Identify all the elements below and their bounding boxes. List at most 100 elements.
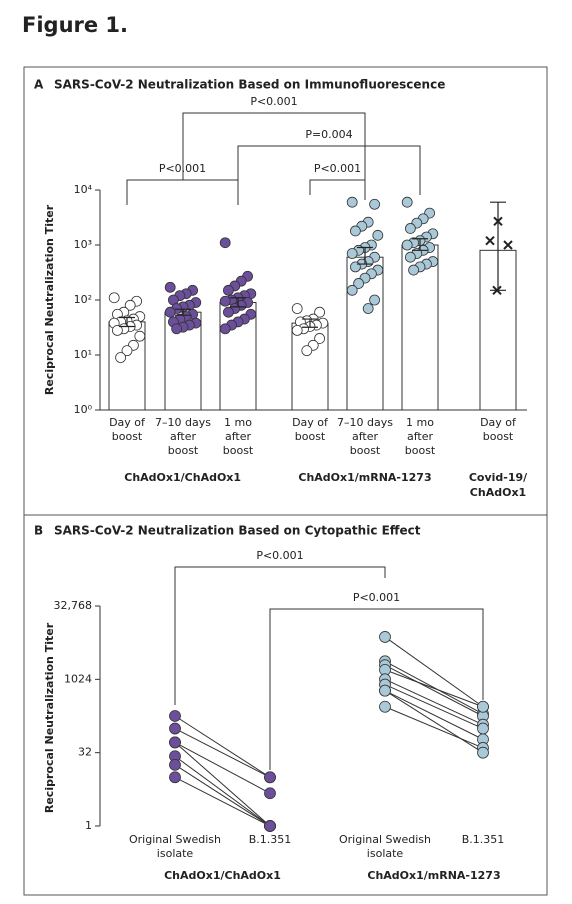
p-value: P<0.001	[256, 549, 303, 562]
x-tick-label: Day of	[109, 416, 146, 429]
point	[404, 251, 416, 263]
point	[404, 223, 416, 234]
p-value: P<0.001	[250, 95, 297, 108]
point	[485, 235, 495, 246]
point	[369, 198, 381, 210]
pair-line	[384, 664, 484, 717]
x-tick-label: Day of	[292, 416, 329, 429]
y-tick-label: 10²	[74, 293, 92, 306]
point	[169, 771, 181, 784]
point	[401, 239, 413, 251]
error-bar	[175, 308, 191, 316]
pair-line	[384, 678, 484, 726]
pair-line	[384, 706, 484, 749]
point	[115, 352, 126, 363]
point	[477, 700, 489, 713]
pair-line	[384, 690, 484, 754]
point	[219, 295, 231, 307]
error-bar	[412, 238, 428, 251]
point	[346, 248, 358, 259]
x-tick-label: 7–10 days	[337, 416, 393, 429]
x-tick-label: after	[170, 430, 197, 443]
panel-a-frame	[23, 66, 548, 516]
x-tick-label: after	[352, 430, 379, 443]
p-value: P<0.001	[314, 162, 361, 175]
group-label: ChAdOx1	[470, 486, 526, 499]
bar	[108, 321, 146, 411]
bracket	[269, 608, 484, 770]
point	[401, 196, 413, 208]
x-tick-label: boost	[350, 444, 381, 457]
point	[169, 736, 181, 749]
pair-line	[384, 669, 484, 708]
y-tick-label: 10³	[74, 238, 92, 251]
x-tick-label: B.1.351	[249, 833, 292, 846]
point	[369, 294, 381, 306]
point	[164, 281, 176, 293]
group-label: ChAdOx1/ChAdOx1	[124, 471, 241, 484]
x-tick-label: boost	[168, 444, 199, 457]
point	[362, 303, 374, 314]
point	[346, 196, 358, 208]
y-tick-label: 10⁰	[74, 403, 93, 416]
point	[408, 264, 420, 276]
point	[379, 631, 391, 643]
point	[169, 758, 181, 771]
point	[169, 710, 181, 722]
figure-title: Figure 1.	[22, 13, 128, 37]
point	[134, 330, 146, 342]
p-value: P=0.004	[305, 128, 352, 141]
point	[349, 225, 361, 237]
point	[219, 237, 231, 249]
bracket	[126, 179, 239, 205]
point	[291, 325, 303, 336]
point	[372, 229, 384, 241]
point	[222, 284, 234, 296]
x-tick-label: boost	[112, 430, 143, 443]
x-tick-label: isolate	[367, 847, 404, 860]
bar	[401, 244, 439, 411]
pair-line	[384, 690, 484, 740]
panel-title: SARS-CoV-2 Neutralization Based on Immun…	[54, 78, 445, 92]
point	[379, 684, 391, 697]
bracket	[174, 566, 386, 705]
point	[349, 261, 361, 273]
pair-line	[174, 776, 271, 827]
point	[291, 303, 303, 314]
pair-line	[384, 636, 484, 708]
group-label: ChAdOx1/ChAdOx1	[164, 869, 281, 882]
point	[477, 746, 489, 759]
point	[314, 333, 326, 344]
x-tick-label: B.1.351	[462, 833, 505, 846]
point	[264, 771, 276, 784]
point	[301, 345, 313, 357]
x-tick-label: boost	[223, 444, 254, 457]
point	[353, 278, 365, 289]
pair-line	[384, 684, 484, 730]
x-tick-label: Original Swedish	[129, 833, 221, 846]
error-bar	[490, 201, 506, 291]
x-tick-label: 1 mo	[406, 416, 434, 429]
y-axis-label: Reciprocal Neutralization Titer	[43, 622, 56, 813]
group-label: ChAdOx1/mRNA-1273	[367, 869, 500, 882]
p-value: P<0.001	[159, 162, 206, 175]
x-tick-label: Original Swedish	[339, 833, 431, 846]
point	[112, 325, 123, 336]
error-bar	[230, 297, 246, 308]
bracket	[309, 179, 366, 200]
error-bar	[302, 318, 318, 328]
panel-letter: A	[34, 78, 44, 92]
panel-letter: B	[34, 524, 43, 538]
pair-line	[384, 660, 484, 715]
point	[503, 240, 513, 250]
x-tick-label: 1 mo	[224, 416, 252, 429]
point	[164, 306, 176, 318]
point	[171, 323, 183, 335]
point	[477, 722, 489, 735]
x-tick-label: boost	[483, 430, 514, 443]
group-label: Covid-19/	[469, 471, 528, 484]
y-tick-label: 32	[78, 746, 92, 759]
x-tick-label: boost	[405, 444, 436, 457]
x-tick-label: after	[225, 430, 252, 443]
